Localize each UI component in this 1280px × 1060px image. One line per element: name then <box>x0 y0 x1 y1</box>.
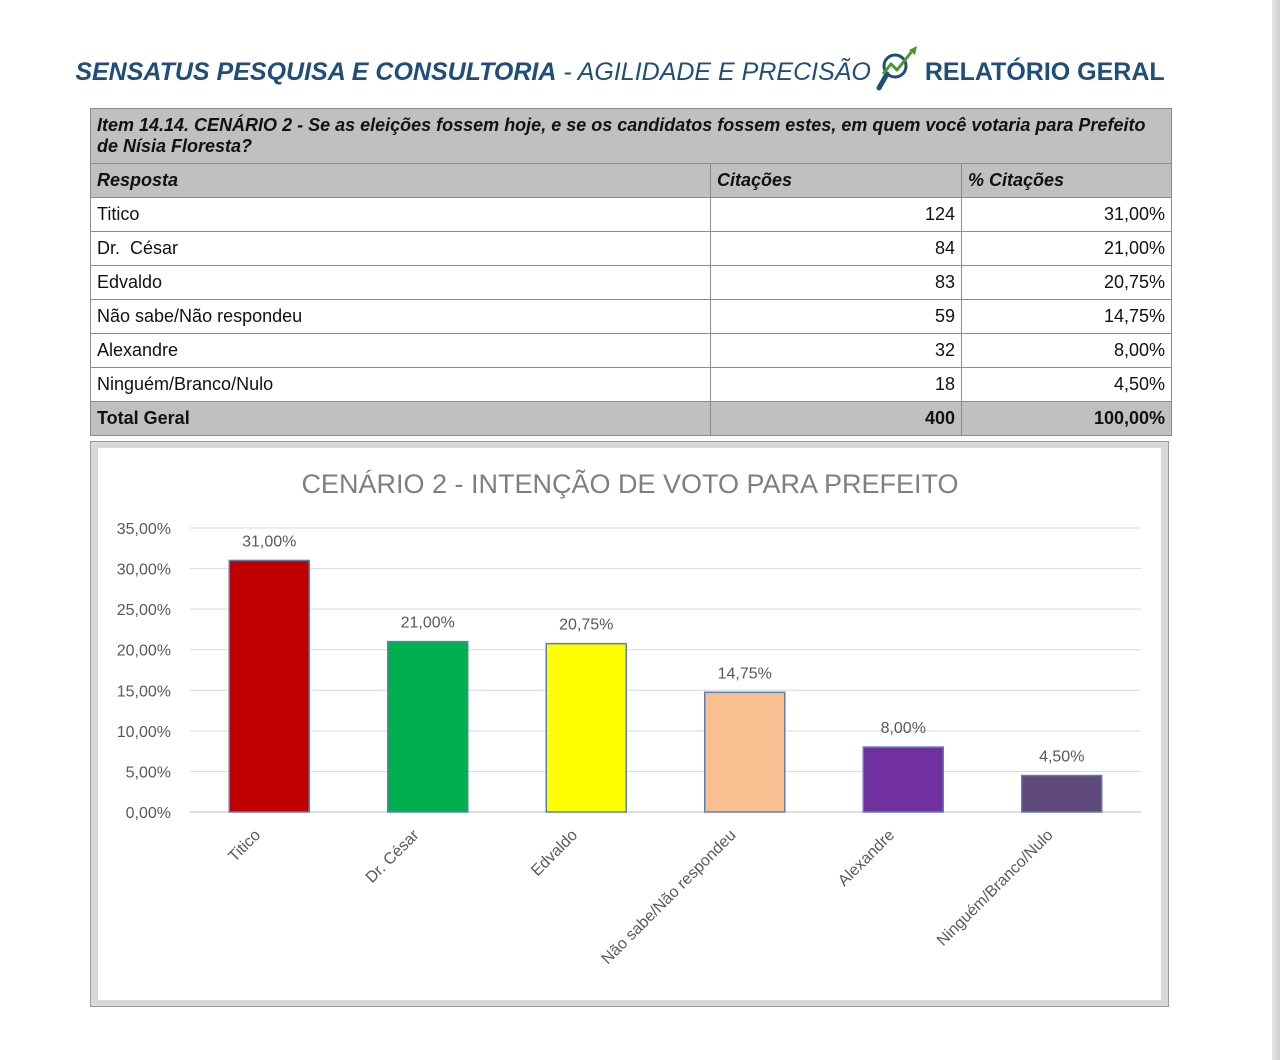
chart-gridlines <box>190 527 1141 813</box>
report-header: SENSATUS PESQUISA E CONSULTORIA - AGILID… <box>0 44 1240 103</box>
y-tick-label: 0,00% <box>126 805 171 822</box>
bar <box>228 559 310 813</box>
chart-title: CENÁRIO 2 - INTENÇÃO DE VOTO PARA PREFEI… <box>301 468 958 499</box>
total-count: 400 <box>710 401 962 436</box>
x-tick-label: Dr. César <box>363 826 423 886</box>
column-header-citations: Citações <box>710 163 962 198</box>
question-row: Item 14.14. CENÁRIO 2 - Se as eleições f… <box>89 108 1173 164</box>
row-label: Dr. César <box>90 231 711 266</box>
x-tick-label: Não sabe/Não respondeu <box>599 827 740 968</box>
header-separator: - <box>556 58 578 87</box>
question-text: Item 14.14. CENÁRIO 2 - Se as eleições f… <box>89 108 1173 164</box>
magnifier-chart-icon <box>875 44 921 103</box>
x-tick-label: Ninguém/Branco/Nulo <box>934 827 1057 950</box>
data-label: 21,00% <box>401 615 455 632</box>
data-label: 20,75% <box>559 617 613 634</box>
table-row: Dr. César 84 21,00% <box>90 231 1173 266</box>
chart-frame: CENÁRIO 2 - INTENÇÃO DE VOTO PARA PREFEI… <box>90 441 1169 1007</box>
row-count: 124 <box>710 197 962 232</box>
row-label: Titico <box>90 197 711 232</box>
bar-chart: CENÁRIO 2 - INTENÇÃO DE VOTO PARA PREFEI… <box>117 468 1141 968</box>
table-row: Titico 124 31,00% <box>90 197 1173 232</box>
bar <box>704 691 786 813</box>
row-label: Edvaldo <box>90 265 711 300</box>
y-tick-label: 10,00% <box>117 724 171 741</box>
data-label: 8,00% <box>881 720 926 737</box>
table-row: Alexandre 32 8,00% <box>90 333 1173 368</box>
row-label: Não sabe/Não respondeu <box>90 299 711 334</box>
row-count: 84 <box>710 231 962 266</box>
column-header-percent: % Citações <box>960 163 1173 198</box>
y-tick-label: 5,00% <box>126 764 171 781</box>
row-percent: 14,75% <box>960 299 1173 334</box>
row-count: 32 <box>710 333 962 368</box>
row-percent: 4,50% <box>960 367 1173 402</box>
table-header-row: Resposta Citações % Citações <box>90 163 1173 198</box>
y-tick-label: 25,00% <box>117 602 171 619</box>
report-title: RELATÓRIO GERAL <box>924 58 1165 87</box>
x-tick-label: Titico <box>225 827 264 866</box>
results-table: Item 14.14. CENÁRIO 2 - Se as eleições f… <box>89 108 1173 436</box>
brand-tagline: AGILIDADE E PRECISÃO <box>577 58 871 87</box>
x-tick-label: Alexandre <box>835 827 898 890</box>
row-count: 59 <box>710 299 962 334</box>
row-percent: 8,00% <box>960 333 1173 368</box>
y-tick-label: 20,00% <box>117 643 171 660</box>
row-label: Ninguém/Branco/Nulo <box>90 367 711 402</box>
row-label: Alexandre <box>90 333 711 368</box>
bar <box>387 640 469 813</box>
data-label: 14,75% <box>718 665 772 682</box>
table-row: Ninguém/Branco/Nulo 18 4,50% <box>90 367 1173 402</box>
row-percent: 31,00% <box>960 197 1173 232</box>
total-percent: 100,00% <box>960 401 1173 436</box>
bar <box>545 642 627 813</box>
bar <box>862 746 944 813</box>
chart-bars <box>228 559 1103 813</box>
column-header-response: Resposta <box>90 163 711 198</box>
brand-name: SENSATUS PESQUISA E CONSULTORIA <box>75 58 557 87</box>
data-label: 4,50% <box>1039 748 1084 765</box>
y-tick-label: 30,00% <box>117 562 171 579</box>
row-percent: 20,75% <box>960 265 1173 300</box>
chart-area: CENÁRIO 2 - INTENÇÃO DE VOTO PARA PREFEI… <box>98 448 1161 1000</box>
x-tick-label: Edvaldo <box>528 827 581 880</box>
total-row: Total Geral 400 100,00% <box>90 401 1173 436</box>
bar <box>1021 774 1103 813</box>
data-label: 31,00% <box>242 533 296 550</box>
row-count: 18 <box>710 367 962 402</box>
row-percent: 21,00% <box>960 231 1173 266</box>
table-row: Não sabe/Não respondeu 59 14,75% <box>90 299 1173 334</box>
y-tick-label: 15,00% <box>117 683 171 700</box>
row-count: 83 <box>710 265 962 300</box>
page-edge-shadow <box>1272 0 1280 1060</box>
y-tick-label: 35,00% <box>117 521 171 538</box>
table-row: Edvaldo 83 20,75% <box>90 265 1173 300</box>
total-label: Total Geral <box>90 401 711 436</box>
